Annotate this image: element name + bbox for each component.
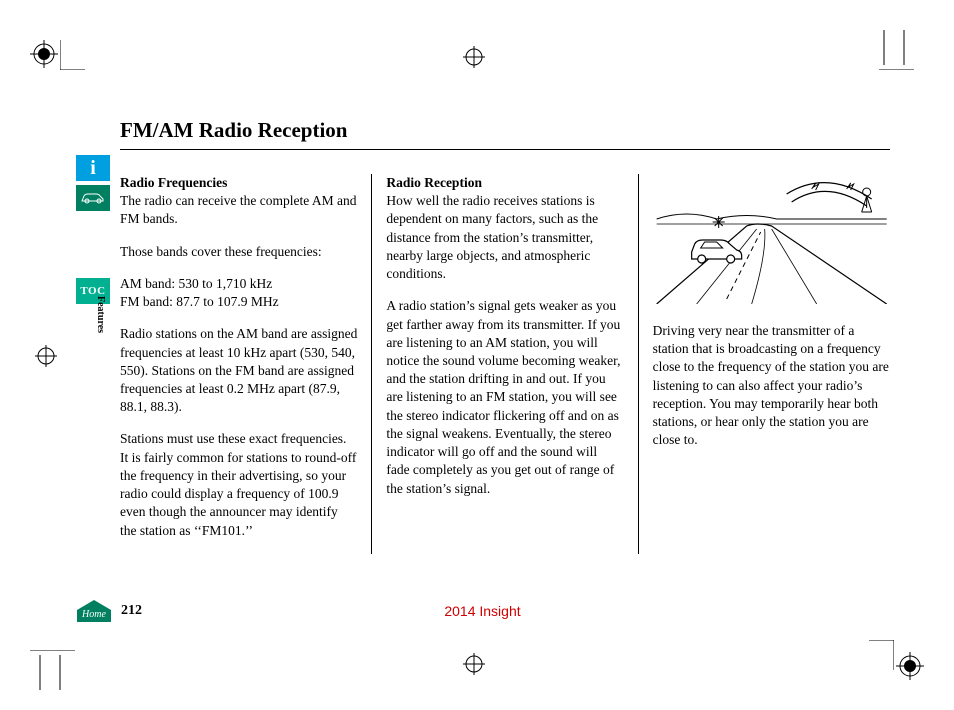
info-icon[interactable]: i xyxy=(76,155,110,181)
subheading: Radio Frequencies xyxy=(120,175,227,190)
registration-mark-icon xyxy=(35,345,57,372)
car-icon[interactable] xyxy=(76,185,110,211)
side-nav: i xyxy=(76,155,110,215)
home-label: Home xyxy=(81,609,106,620)
crop-mark-bl xyxy=(30,650,80,690)
column-1: Radio Frequencies The radio can receive … xyxy=(120,174,371,554)
home-button[interactable]: Home xyxy=(75,598,113,624)
crop-mark-br xyxy=(864,640,894,680)
body-text: The radio can receive the complete AM an… xyxy=(120,193,357,226)
section-tab-label: Features xyxy=(95,296,106,333)
registration-mark-icon xyxy=(463,46,485,73)
registration-mark-icon xyxy=(896,652,924,685)
body-text: Stations must use these exact frequencie… xyxy=(120,430,357,539)
radio-signal-illustration xyxy=(653,174,890,304)
subheading: Radio Reception xyxy=(386,175,482,190)
page-title: FM/AM Radio Reception xyxy=(120,118,890,150)
page-number: 212 xyxy=(121,603,142,619)
page-content: FM/AM Radio Reception Radio Frequencies … xyxy=(120,118,890,554)
info-glyph: i xyxy=(90,157,96,180)
body-text: Those bands cover these frequencies: xyxy=(120,243,357,261)
page-footer: Home 212 2014 Insight xyxy=(75,598,890,624)
crop-mark-tl xyxy=(60,30,90,70)
registration-mark-icon xyxy=(463,653,485,680)
body-text: Radio stations on the AM band are assign… xyxy=(120,325,357,416)
column-2: Radio Reception How well the radio recei… xyxy=(371,174,637,554)
registration-mark-icon xyxy=(30,40,58,73)
column-3: Driving very near the transmitter of a s… xyxy=(638,174,890,554)
document-version: 2014 Insight xyxy=(444,603,520,619)
body-text: How well the radio receives stations is … xyxy=(386,193,598,281)
body-text: AM band: 530 to 1,710 kHz xyxy=(120,276,272,291)
body-text: A radio station’s signal gets weaker as … xyxy=(386,297,623,497)
body-text: Driving very near the transmitter of a s… xyxy=(653,322,890,450)
content-columns: Radio Frequencies The radio can receive … xyxy=(120,174,890,554)
body-text: FM band: 87.7 to 107.9 MHz xyxy=(120,294,279,309)
crop-mark-tr xyxy=(874,30,914,70)
